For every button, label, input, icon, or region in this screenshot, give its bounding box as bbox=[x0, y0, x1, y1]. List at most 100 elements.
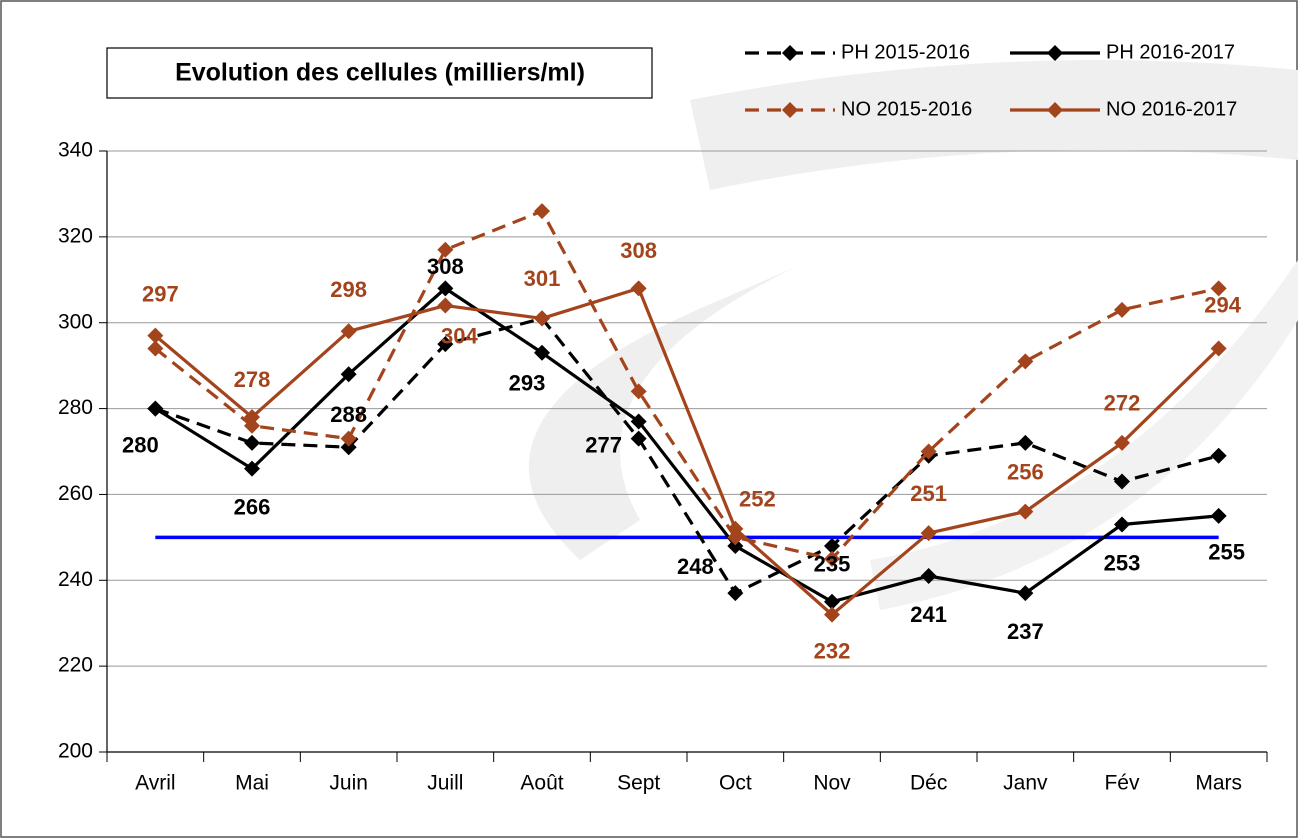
legend-label: NO 2016-2017 bbox=[1106, 98, 1237, 120]
data-label: 297 bbox=[142, 281, 179, 306]
marker bbox=[147, 327, 164, 344]
marker bbox=[244, 460, 260, 477]
data-label: 251 bbox=[910, 481, 947, 506]
marker bbox=[727, 520, 744, 537]
x-tick-label: Août bbox=[520, 772, 563, 795]
marker bbox=[630, 430, 647, 447]
legend-label: NO 2015-2016 bbox=[841, 98, 972, 120]
x-tick-label: Janv bbox=[1003, 772, 1048, 795]
legend-marker bbox=[782, 102, 798, 118]
chart-title: Evolution des cellules (milliers/ml) bbox=[175, 59, 585, 87]
marker bbox=[920, 443, 937, 460]
data-label: 277 bbox=[585, 432, 622, 457]
data-label: 301 bbox=[524, 266, 561, 291]
marker bbox=[727, 537, 744, 554]
marker bbox=[1114, 301, 1130, 318]
legend-marker bbox=[1047, 102, 1063, 118]
marker bbox=[727, 585, 744, 602]
marker bbox=[630, 413, 647, 430]
data-label: 266 bbox=[234, 494, 271, 519]
data-label: 304 bbox=[441, 323, 478, 348]
data-label: 293 bbox=[509, 371, 546, 396]
watermark bbox=[690, 60, 1298, 190]
y-tick-label: 240 bbox=[58, 568, 93, 591]
data-label: 248 bbox=[677, 554, 714, 579]
x-tick-label: Oct bbox=[719, 772, 752, 795]
marker bbox=[534, 344, 550, 361]
legend-label: PH 2015-2016 bbox=[841, 41, 970, 63]
data-label: 237 bbox=[1007, 619, 1044, 644]
data-label: 241 bbox=[910, 602, 947, 627]
marker bbox=[1017, 353, 1034, 370]
x-tick-label: Avril bbox=[135, 772, 175, 795]
marker bbox=[340, 430, 357, 447]
marker bbox=[630, 383, 647, 400]
data-label: 308 bbox=[427, 254, 464, 279]
marker bbox=[1114, 434, 1130, 451]
legend-marker bbox=[1047, 45, 1063, 61]
marker bbox=[437, 241, 454, 258]
data-label: 272 bbox=[1104, 391, 1141, 416]
marker bbox=[1017, 434, 1034, 451]
series-line bbox=[154, 209, 1220, 561]
x-tick-label: Mai bbox=[235, 772, 269, 795]
x-tick-label: Déc bbox=[910, 772, 947, 795]
marker bbox=[534, 203, 550, 220]
marker bbox=[1017, 585, 1034, 602]
y-tick-label: 280 bbox=[58, 396, 93, 419]
data-label: 232 bbox=[814, 638, 851, 663]
marker bbox=[244, 417, 260, 434]
x-tick-label: Nov bbox=[813, 772, 851, 795]
data-label: 308 bbox=[620, 238, 657, 263]
series-line bbox=[154, 286, 1219, 604]
marker bbox=[534, 310, 550, 327]
marker bbox=[920, 525, 937, 542]
marker bbox=[1210, 280, 1227, 297]
series-line bbox=[154, 316, 1220, 595]
title-box bbox=[106, 47, 653, 99]
marker bbox=[1114, 473, 1130, 490]
data-label: 280 bbox=[122, 432, 159, 457]
data-label: 255 bbox=[1208, 540, 1245, 565]
marker bbox=[824, 537, 840, 554]
data-label: 253 bbox=[1104, 550, 1141, 575]
marker bbox=[1114, 516, 1130, 533]
marker bbox=[824, 606, 840, 623]
marker bbox=[437, 280, 454, 297]
watermark bbox=[870, 260, 1298, 610]
marker bbox=[824, 550, 840, 567]
marker bbox=[1210, 340, 1227, 357]
x-tick-label: Juill bbox=[427, 772, 463, 795]
marker bbox=[437, 297, 454, 314]
y-tick-label: 200 bbox=[58, 740, 93, 763]
y-tick-label: 220 bbox=[58, 654, 93, 677]
legend-label: PH 2016-2017 bbox=[1106, 41, 1235, 63]
data-label: 235 bbox=[814, 552, 851, 577]
x-tick-label: Fév bbox=[1104, 772, 1140, 795]
marker bbox=[920, 567, 937, 584]
legend-marker bbox=[782, 45, 798, 61]
data-label: 252 bbox=[739, 487, 776, 512]
data-label: 298 bbox=[330, 277, 367, 302]
x-tick-label: Sept bbox=[617, 772, 660, 795]
marker bbox=[824, 593, 840, 610]
marker bbox=[340, 323, 357, 340]
marker bbox=[147, 400, 164, 417]
x-tick-label: Juin bbox=[329, 772, 368, 795]
marker bbox=[437, 336, 454, 353]
data-label: 288 bbox=[330, 402, 367, 427]
marker bbox=[1017, 503, 1034, 520]
data-label: 256 bbox=[1007, 459, 1044, 484]
watermark bbox=[528, 265, 800, 560]
data-label: 294 bbox=[1204, 292, 1241, 317]
marker bbox=[1210, 447, 1227, 464]
marker bbox=[244, 434, 260, 451]
marker bbox=[340, 439, 357, 456]
x-tick-label: Mars bbox=[1195, 772, 1242, 795]
marker bbox=[147, 340, 164, 357]
marker bbox=[630, 280, 647, 297]
y-tick-label: 320 bbox=[58, 224, 93, 247]
series-line bbox=[154, 286, 1220, 617]
y-tick-label: 340 bbox=[58, 139, 93, 162]
